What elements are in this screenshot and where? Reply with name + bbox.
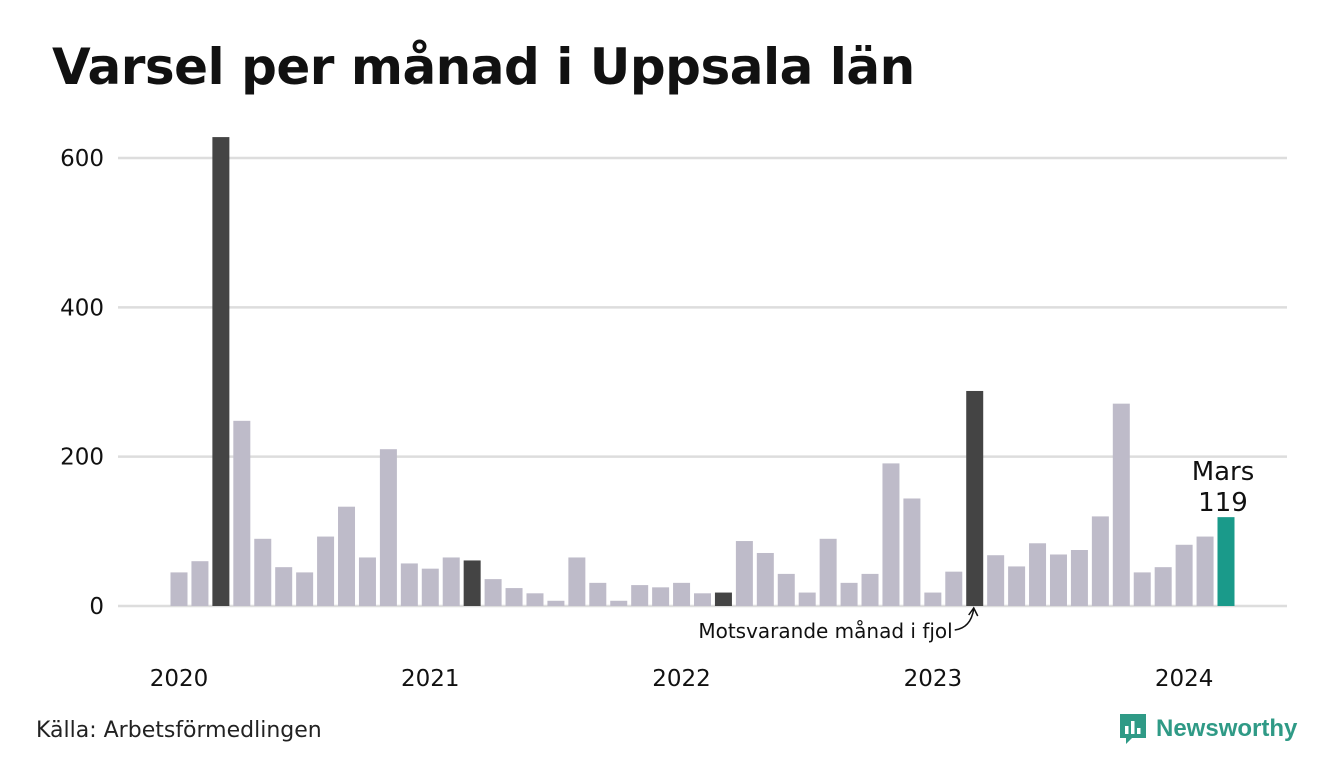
- bar: [358, 557, 376, 606]
- bar: [317, 536, 335, 606]
- bar: [442, 557, 460, 606]
- bar: [296, 572, 314, 606]
- bar: [463, 560, 481, 606]
- x-axis-ticks: 2020 2021 2022 2023 2024: [150, 666, 1214, 692]
- bar: [861, 573, 879, 606]
- bar: [714, 592, 732, 606]
- bar: [275, 567, 293, 606]
- x-tick-label: 2022: [652, 666, 711, 692]
- bar: [1049, 554, 1067, 606]
- source-note: Källa: Arbetsförmedlingen: [36, 718, 322, 743]
- bar: [610, 600, 628, 606]
- bar: [1091, 516, 1109, 606]
- bar: [170, 572, 188, 606]
- bar: [254, 538, 272, 606]
- bar: [1070, 550, 1088, 606]
- bar: [756, 552, 774, 606]
- bar: [589, 582, 607, 606]
- bar: [547, 600, 565, 606]
- bar: [212, 137, 230, 607]
- bar: [798, 592, 816, 606]
- bar: [987, 555, 1005, 606]
- y-axis-ticks: 0 200 400 600: [60, 146, 104, 620]
- gridlines: [118, 156, 1287, 608]
- bar: [421, 568, 439, 606]
- current-month-label: Mars: [1192, 457, 1255, 487]
- bar: [673, 582, 691, 606]
- brand-logo: Newsworthy: [1118, 712, 1297, 746]
- bar: [924, 592, 942, 606]
- bar: [338, 506, 356, 606]
- note-arrowhead: [968, 606, 979, 617]
- bar: [903, 498, 921, 606]
- x-tick-label: 2020: [150, 666, 209, 692]
- current-value-label: 119: [1198, 488, 1248, 518]
- brand-name: Newsworthy: [1156, 715, 1298, 742]
- bar: [484, 579, 502, 606]
- same-month-note: Motsvarande månad i fjol: [698, 619, 952, 643]
- bar: [1217, 517, 1235, 606]
- bar: [735, 541, 753, 606]
- newsworthy-logo-icon: [1120, 714, 1146, 744]
- bar: [819, 538, 837, 606]
- bar: [945, 571, 963, 606]
- bar: [1008, 566, 1026, 606]
- x-tick-label: 2023: [904, 666, 963, 692]
- bar: [1112, 403, 1130, 606]
- bar: [233, 420, 251, 606]
- y-tick-label: 600: [60, 146, 104, 172]
- bar: [400, 563, 418, 606]
- bar: [1154, 567, 1172, 606]
- y-tick-label: 400: [60, 295, 104, 321]
- bar: [1029, 543, 1047, 606]
- bar: [568, 557, 586, 606]
- bar: [882, 463, 900, 606]
- bar: [1175, 544, 1193, 606]
- bar: [191, 561, 209, 606]
- page-title: Varsel per månad i Uppsala län: [52, 38, 915, 96]
- bar: [652, 587, 670, 606]
- y-tick-label: 0: [89, 594, 104, 620]
- bar: [840, 582, 858, 606]
- bar: [1196, 536, 1214, 606]
- bar: [631, 585, 649, 606]
- bar: [777, 573, 795, 606]
- bar: [966, 390, 984, 606]
- bar: [379, 449, 397, 606]
- bar: [526, 593, 544, 606]
- bar: [1133, 572, 1151, 606]
- bar: [694, 593, 711, 606]
- bar: [505, 588, 523, 606]
- note-arrow: [954, 608, 975, 631]
- x-tick-label: 2024: [1155, 666, 1214, 692]
- x-tick-label: 2021: [401, 666, 460, 692]
- y-tick-label: 200: [60, 445, 104, 471]
- bars: [170, 137, 1235, 607]
